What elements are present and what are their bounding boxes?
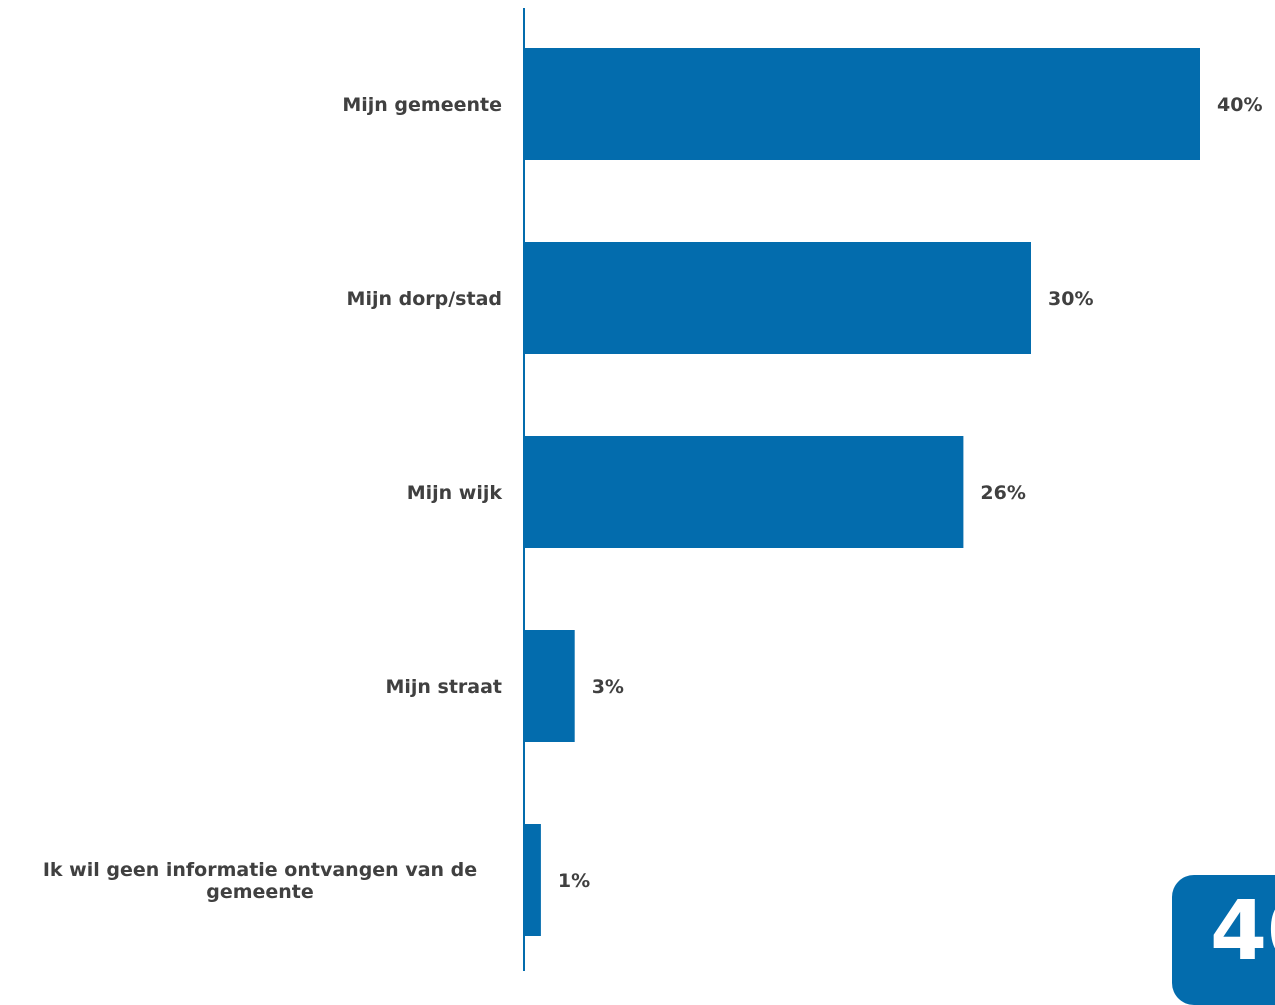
bar bbox=[524, 630, 575, 742]
category-label: Mijn wijk bbox=[407, 482, 503, 504]
category-label: Ik wil geen informatie ontvangen van de g… bbox=[43, 859, 477, 903]
bar bbox=[524, 436, 964, 548]
bars-layer bbox=[524, 48, 1200, 936]
bar bbox=[524, 242, 1031, 354]
category-label: Mijn gemeente bbox=[342, 94, 502, 116]
category-label: Mijn straat bbox=[385, 676, 502, 698]
bar bbox=[524, 48, 1200, 160]
value-label: 30% bbox=[1048, 288, 1093, 310]
value-label: 26% bbox=[980, 482, 1025, 504]
value-label: 40% bbox=[1217, 94, 1262, 116]
category-labels: Mijn gemeente Mijn dorp/stad Mijn wijk Mijn… bbox=[43, 94, 503, 903]
bar-chart: Mijn gemeente Mijn dorp/stad Mijn wijk Mijn… bbox=[43, 8, 1263, 971]
page-number-badge: 40 bbox=[1172, 875, 1275, 1005]
page-number: 40 bbox=[1210, 884, 1275, 979]
value-labels: 40% 30% 26% 3% 1% bbox=[558, 94, 1263, 892]
category-label: Mijn dorp/stad bbox=[347, 288, 502, 310]
bar bbox=[524, 824, 541, 936]
value-label: 3% bbox=[592, 676, 624, 698]
value-label: 1% bbox=[558, 870, 590, 892]
